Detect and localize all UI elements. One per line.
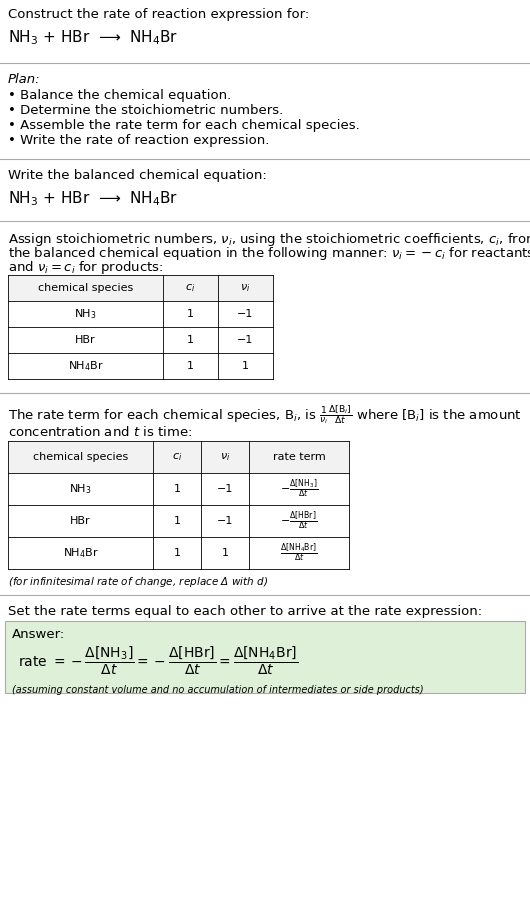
Text: The rate term for each chemical species, B$_i$, is $\frac{1}{\nu_i}\frac{\Delta[: The rate term for each chemical species,… bbox=[8, 403, 522, 426]
Text: concentration and $t$ is time:: concentration and $t$ is time: bbox=[8, 425, 192, 439]
Text: 1: 1 bbox=[187, 335, 194, 345]
Text: 1: 1 bbox=[173, 484, 181, 494]
Text: $-\frac{\Delta[\mathrm{HBr}]}{\Delta t}$: $-\frac{\Delta[\mathrm{HBr}]}{\Delta t}$ bbox=[280, 510, 317, 532]
Text: NH$_3$ + HBr  ⟶  NH$_4$Br: NH$_3$ + HBr ⟶ NH$_4$Br bbox=[8, 28, 178, 46]
Text: HBr: HBr bbox=[75, 335, 96, 345]
Text: Assign stoichiometric numbers, $\nu_i$, using the stoichiometric coefficients, $: Assign stoichiometric numbers, $\nu_i$, … bbox=[8, 231, 530, 248]
Text: Set the rate terms equal to each other to arrive at the rate expression:: Set the rate terms equal to each other t… bbox=[8, 605, 482, 618]
Text: Write the balanced chemical equation:: Write the balanced chemical equation: bbox=[8, 169, 267, 182]
Text: $\nu_i$: $\nu_i$ bbox=[220, 451, 230, 463]
Text: NH$_4$Br: NH$_4$Br bbox=[63, 546, 99, 560]
Text: chemical species: chemical species bbox=[33, 452, 128, 462]
Text: (assuming constant volume and no accumulation of intermediates or side products): (assuming constant volume and no accumul… bbox=[12, 685, 423, 695]
Text: 1: 1 bbox=[187, 309, 194, 319]
Text: and $\nu_i = c_i$ for products:: and $\nu_i = c_i$ for products: bbox=[8, 259, 164, 276]
Text: rate $= -\dfrac{\Delta[\mathrm{NH_3}]}{\Delta t} = -\dfrac{\Delta[\mathrm{HBr}]}: rate $= -\dfrac{\Delta[\mathrm{NH_3}]}{\… bbox=[18, 645, 298, 677]
Text: −1: −1 bbox=[237, 309, 254, 319]
Text: Plan:: Plan: bbox=[8, 73, 41, 86]
Text: rate term: rate term bbox=[272, 452, 325, 462]
Text: (for infinitesimal rate of change, replace Δ with $d$): (for infinitesimal rate of change, repla… bbox=[8, 575, 268, 589]
Bar bbox=[8, 275, 273, 301]
Text: • Determine the stoichiometric numbers.: • Determine the stoichiometric numbers. bbox=[8, 104, 283, 117]
Text: NH$_3$: NH$_3$ bbox=[74, 307, 97, 321]
Text: −1: −1 bbox=[217, 484, 233, 494]
Text: 1: 1 bbox=[173, 516, 181, 526]
Text: the balanced chemical equation in the following manner: $\nu_i = -c_i$ for react: the balanced chemical equation in the fo… bbox=[8, 245, 530, 262]
Text: $\nu_i$: $\nu_i$ bbox=[240, 282, 251, 294]
Text: −1: −1 bbox=[237, 335, 254, 345]
Text: Construct the rate of reaction expression for:: Construct the rate of reaction expressio… bbox=[8, 8, 309, 21]
Bar bbox=[5, 621, 525, 693]
Text: • Write the rate of reaction expression.: • Write the rate of reaction expression. bbox=[8, 134, 269, 147]
Text: HBr: HBr bbox=[70, 516, 91, 526]
Text: Answer:: Answer: bbox=[12, 628, 65, 641]
Text: −1: −1 bbox=[217, 516, 233, 526]
Text: • Balance the chemical equation.: • Balance the chemical equation. bbox=[8, 89, 231, 102]
Text: 1: 1 bbox=[187, 361, 194, 371]
Text: $c_i$: $c_i$ bbox=[172, 451, 182, 463]
Text: 1: 1 bbox=[242, 361, 249, 371]
Text: NH$_4$Br: NH$_4$Br bbox=[67, 359, 103, 373]
Text: $c_i$: $c_i$ bbox=[186, 282, 196, 294]
Text: chemical species: chemical species bbox=[38, 283, 133, 293]
Text: 1: 1 bbox=[173, 548, 181, 558]
Text: NH$_3$: NH$_3$ bbox=[69, 482, 92, 496]
Text: 1: 1 bbox=[222, 548, 228, 558]
Text: $\frac{\Delta[\mathrm{NH_4Br}]}{\Delta t}$: $\frac{\Delta[\mathrm{NH_4Br}]}{\Delta t… bbox=[280, 541, 317, 564]
Text: NH$_3$ + HBr  ⟶  NH$_4$Br: NH$_3$ + HBr ⟶ NH$_4$Br bbox=[8, 189, 178, 207]
Text: $-\frac{\Delta[\mathrm{NH_3}]}{\Delta t}$: $-\frac{\Delta[\mathrm{NH_3}]}{\Delta t}… bbox=[280, 478, 318, 500]
Bar bbox=[8, 441, 349, 473]
Text: • Assemble the rate term for each chemical species.: • Assemble the rate term for each chemic… bbox=[8, 119, 360, 132]
